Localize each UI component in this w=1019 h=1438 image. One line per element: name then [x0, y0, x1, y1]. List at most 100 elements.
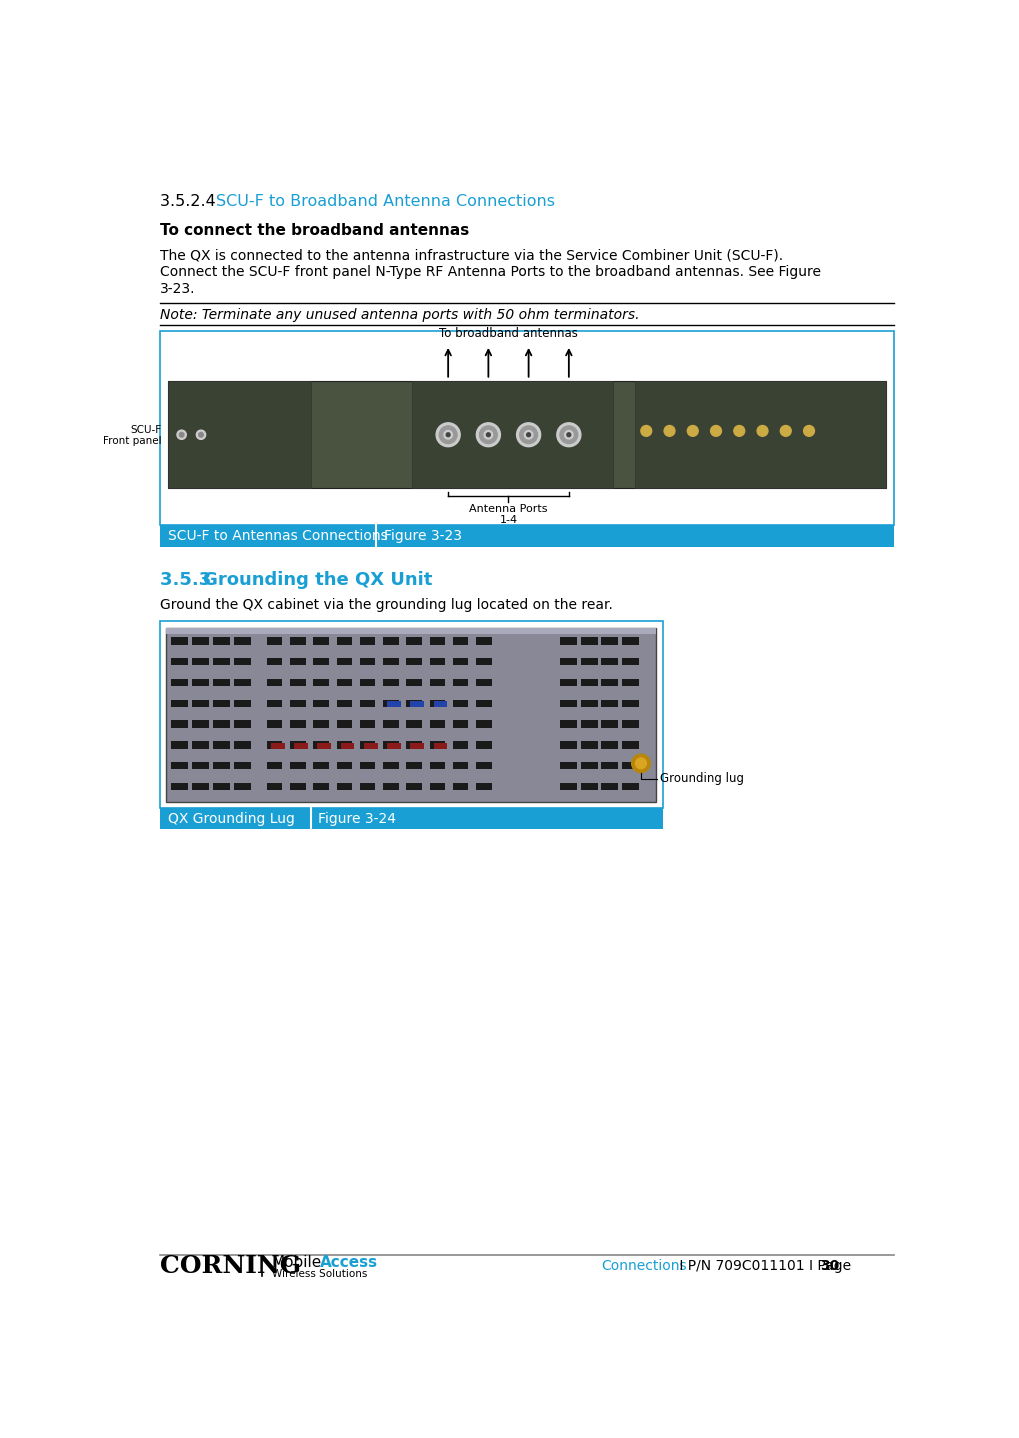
Text: To connect the broadband antennas: To connect the broadband antennas [160, 223, 469, 239]
Bar [290, 782, 306, 789]
Text: To broadband antennas: To broadband antennas [439, 328, 578, 341]
Text: CORNING: CORNING [160, 1254, 301, 1278]
Bar [267, 637, 282, 644]
Bar [160, 621, 662, 808]
Bar [160, 525, 894, 546]
Bar [601, 741, 619, 749]
Circle shape [632, 754, 650, 772]
Text: Wireless Solutions: Wireless Solutions [271, 1270, 367, 1280]
Circle shape [444, 430, 452, 439]
Bar [267, 720, 282, 728]
Bar [160, 808, 662, 830]
Bar [601, 720, 619, 728]
Bar [160, 331, 894, 525]
Bar [233, 637, 251, 644]
Bar [360, 762, 375, 769]
Bar [430, 700, 445, 707]
Bar [623, 762, 639, 769]
Bar [171, 700, 187, 707]
Bar [336, 700, 353, 707]
Bar [192, 762, 209, 769]
Circle shape [439, 426, 458, 443]
Bar [601, 637, 619, 644]
Circle shape [559, 426, 578, 443]
Bar [290, 762, 306, 769]
Circle shape [527, 433, 531, 437]
Bar [383, 720, 398, 728]
Circle shape [484, 430, 492, 439]
Circle shape [757, 426, 768, 436]
Bar [452, 741, 469, 749]
Bar [383, 679, 398, 686]
Bar [192, 741, 209, 749]
Bar [290, 741, 306, 749]
Bar [452, 659, 469, 666]
Bar [290, 679, 306, 686]
Bar [166, 627, 656, 801]
Text: 3.5.3: 3.5.3 [160, 571, 224, 590]
Bar [383, 741, 398, 749]
Bar [192, 700, 209, 707]
Text: Connect the SCU-F front panel N-Type RF Antenna Ports to the broadband antennas.: Connect the SCU-F front panel N-Type RF … [160, 265, 821, 279]
Bar [452, 762, 469, 769]
Circle shape [177, 430, 186, 440]
Bar [267, 659, 282, 666]
Circle shape [556, 423, 581, 447]
Text: The QX is connected to the antenna infrastructure via the Service Combiner Unit : The QX is connected to the antenna infra… [160, 247, 783, 262]
Bar [623, 637, 639, 644]
Bar [452, 720, 469, 728]
Bar [623, 741, 639, 749]
Bar [476, 679, 491, 686]
Circle shape [199, 433, 204, 437]
Bar [559, 700, 577, 707]
Text: Note: Terminate any unused antenna ports with 50 ohm terminators.: Note: Terminate any unused antenna ports… [160, 308, 640, 322]
Bar [360, 782, 375, 789]
Bar [360, 700, 375, 707]
Text: Grounding the QX Unit: Grounding the QX Unit [203, 571, 432, 590]
Bar [314, 659, 329, 666]
Circle shape [197, 430, 206, 440]
Text: Grounding lug: Grounding lug [659, 772, 744, 785]
Bar [411, 700, 424, 707]
Bar [430, 679, 445, 686]
Circle shape [486, 433, 490, 437]
Bar [336, 720, 353, 728]
Bar [168, 381, 312, 489]
Bar [336, 659, 353, 666]
Bar [267, 741, 282, 749]
Text: Mobile: Mobile [271, 1255, 322, 1270]
Bar [383, 782, 398, 789]
Bar [623, 659, 639, 666]
Text: Ground the QX cabinet via the grounding lug located on the rear.: Ground the QX cabinet via the grounding … [160, 598, 612, 613]
Bar [559, 637, 577, 644]
Text: Front panel: Front panel [103, 436, 161, 446]
Bar [411, 743, 424, 749]
Bar [290, 659, 306, 666]
Bar [581, 679, 597, 686]
Bar [171, 762, 187, 769]
Bar [314, 679, 329, 686]
Bar [581, 782, 597, 789]
Bar [407, 700, 422, 707]
Bar [314, 762, 329, 769]
Text: Connections: Connections [601, 1258, 687, 1273]
Bar [168, 381, 887, 489]
Text: 30: 30 [820, 1258, 840, 1273]
Bar [601, 782, 619, 789]
Bar [559, 782, 577, 789]
Circle shape [476, 423, 500, 447]
Bar [336, 741, 353, 749]
Bar [213, 659, 229, 666]
Bar [407, 762, 422, 769]
Bar [476, 637, 491, 644]
Bar [336, 762, 353, 769]
Bar [233, 700, 251, 707]
Circle shape [734, 426, 745, 436]
Bar [314, 700, 329, 707]
Bar [314, 741, 329, 749]
Bar [166, 627, 656, 634]
Bar [233, 679, 251, 686]
Bar [623, 700, 639, 707]
Bar [233, 782, 251, 789]
Bar [213, 782, 229, 789]
